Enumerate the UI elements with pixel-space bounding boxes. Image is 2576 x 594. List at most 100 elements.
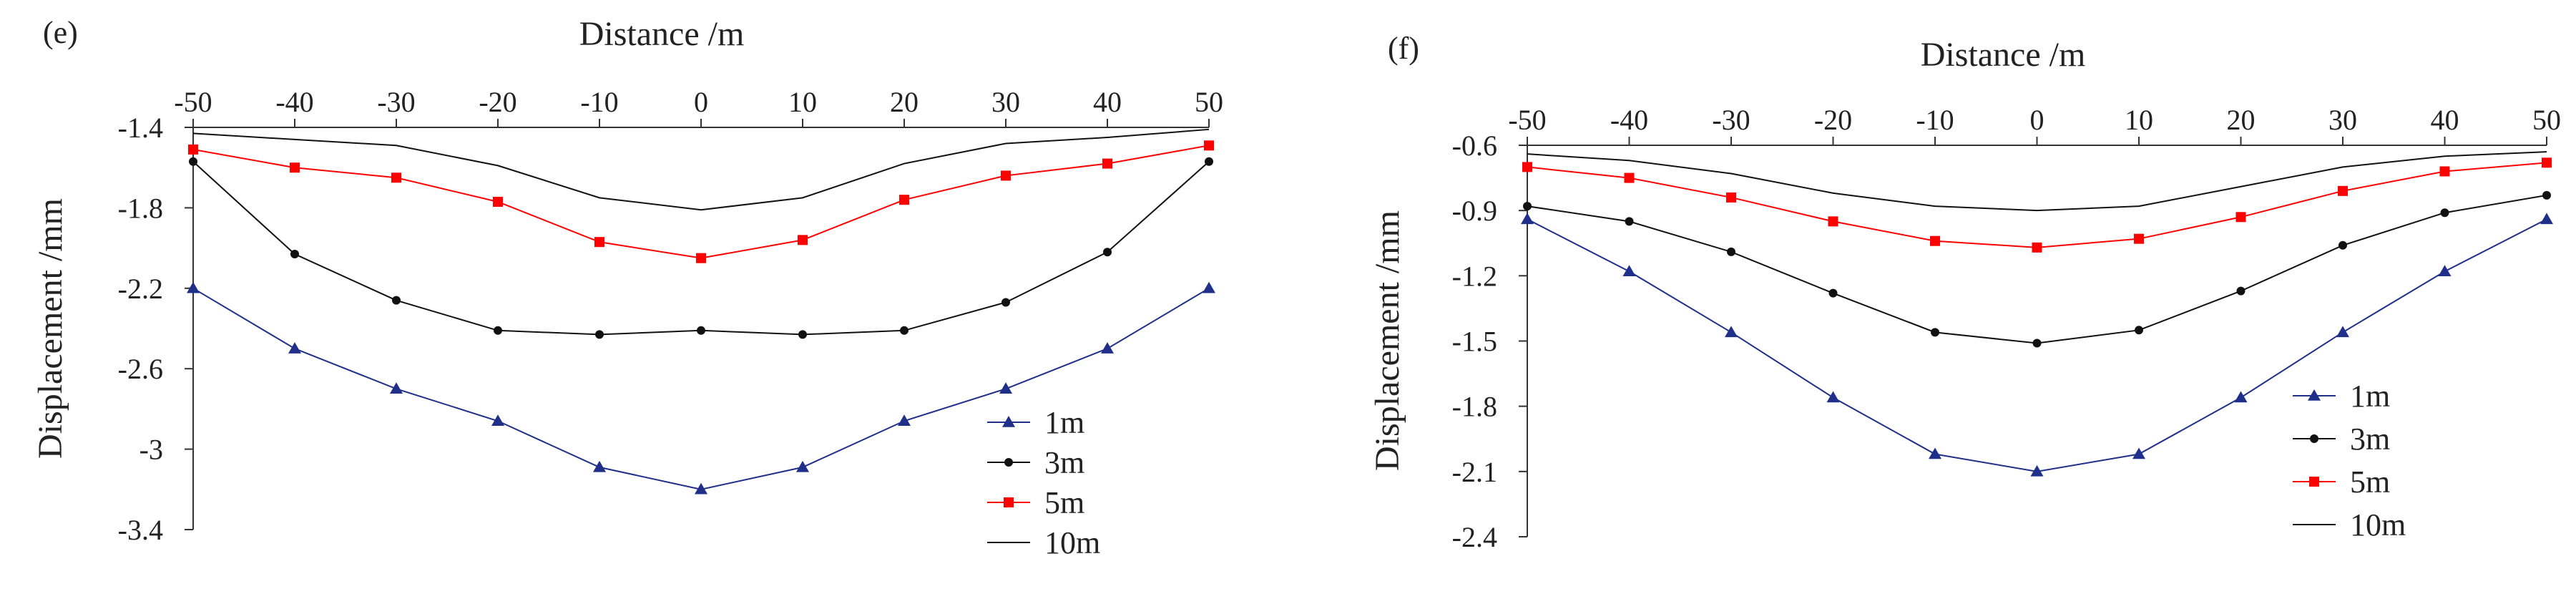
data-point-1m (2438, 265, 2452, 277)
legend-label: 10m (1044, 525, 1100, 560)
data-point-1m (1622, 265, 1636, 277)
data-point-1m (2540, 213, 2553, 225)
chart-panel-f: (f) Distance /m Displacement /mm -50 -40 -… (1368, 31, 2561, 553)
x-tick-label: -30 (377, 86, 415, 118)
data-point-5m (188, 144, 198, 155)
data-point-5m (1204, 140, 1214, 151)
x-tick-label: -10 (580, 86, 618, 118)
data-point-5m (1522, 162, 1532, 172)
x-tick-label: -20 (479, 86, 516, 118)
y-tick-label: -2.6 (118, 353, 163, 385)
data-point-5m (391, 172, 401, 183)
data-point-3m (1205, 157, 1213, 166)
chart-panel-e: (e) Distance /m Displacement /mm -50 -40 -… (31, 15, 1223, 560)
data-point-3m (1625, 217, 1634, 226)
data-point-5m (1828, 216, 1838, 227)
x-tick-label: -50 (1508, 104, 1546, 136)
panel-label: (f) (1388, 31, 1419, 66)
x-tick-label: 10 (2125, 104, 2153, 136)
series-line-3m (192, 161, 1210, 336)
data-point-1m (1521, 213, 1534, 225)
data-point-1m (390, 382, 403, 394)
data-point-3m (900, 326, 909, 335)
data-point-5m (493, 196, 503, 207)
data-point-5m (1726, 192, 1736, 203)
x-axis-title: Distance /m (579, 15, 745, 53)
x-tick-label: -30 (1712, 104, 1750, 136)
data-point-3m (1931, 328, 1939, 337)
data-point-5m (594, 237, 604, 248)
data-point-5m (798, 235, 808, 245)
data-point-3m (1001, 298, 1010, 307)
x-tick-label: -10 (1916, 104, 1954, 136)
legend-label: 1m (1044, 405, 1084, 440)
data-point-3m (1103, 248, 1112, 257)
data-point-3m (697, 326, 705, 335)
data-point-3m (189, 157, 197, 166)
legend-marker-5m (1004, 497, 1014, 507)
data-point-3m (2339, 240, 2347, 250)
series-line-3m (1527, 194, 2547, 344)
y-tick-label: -1.2 (1452, 260, 1497, 292)
y-axis-title: Displacement /mm (1368, 210, 1406, 471)
legend-marker-1m (1002, 416, 1015, 427)
data-point-1m (2030, 464, 2044, 477)
data-point-5m (1001, 170, 1011, 181)
data-point-1m (187, 281, 200, 293)
legend-label: 3m (1044, 445, 1084, 480)
y-tick-label: -1.4 (118, 112, 163, 144)
data-point-3m (798, 330, 807, 339)
data-point-3m (2236, 286, 2246, 296)
data-point-1m (2132, 447, 2145, 459)
data-point-3m (2135, 326, 2143, 335)
y-tick-label: -2.1 (1452, 456, 1497, 488)
x-tick-label: 20 (2227, 104, 2256, 136)
data-point-5m (2542, 157, 2552, 168)
x-axis-title: Distance /m (1921, 36, 2086, 74)
data-point-3m (2440, 208, 2449, 218)
data-point-1m (1101, 342, 1114, 354)
data-point-3m (290, 250, 299, 259)
x-tick-label: -40 (275, 86, 313, 118)
data-point-1m (2336, 326, 2349, 338)
x-tick-label: 50 (1195, 86, 1223, 118)
legend-label: 1m (2350, 379, 2390, 414)
x-tick-label: 20 (890, 86, 919, 118)
series-line-5m (1527, 162, 2547, 248)
data-point-1m (999, 382, 1012, 394)
x-tick-label: -50 (174, 86, 212, 118)
series-line-10m (1527, 151, 2547, 212)
x-tick-label: 40 (1093, 86, 1122, 118)
data-point-5m (2439, 166, 2450, 177)
y-tick-label: -1.8 (118, 192, 163, 224)
series-line-10m (192, 128, 1210, 211)
x-tick-label: 0 (694, 86, 708, 118)
legend-marker-5m (2309, 477, 2319, 487)
x-tick-label: -40 (1610, 104, 1648, 136)
data-point-5m (1102, 158, 1112, 169)
panel-label: (e) (43, 15, 78, 50)
data-point-3m (595, 330, 604, 339)
legend-label: 5m (1044, 485, 1084, 520)
data-point-5m (2338, 185, 2348, 196)
data-point-3m (1828, 288, 1838, 298)
legend-label: 5m (2350, 464, 2390, 500)
data-point-1m (1929, 447, 1941, 459)
data-point-5m (899, 195, 909, 205)
data-point-1m (2234, 391, 2248, 403)
series-line-5m (192, 145, 1210, 259)
data-point-5m (2134, 233, 2144, 244)
y-axis-title: Displacement /mm (31, 198, 69, 459)
data-point-1m (695, 482, 707, 495)
data-point-5m (1930, 235, 1940, 246)
data-point-1m (1203, 281, 1215, 293)
data-point-1m (898, 414, 911, 427)
legend-marker-3m (1004, 458, 1013, 467)
y-tick-label: -1.8 (1452, 391, 1497, 423)
data-point-1m (796, 460, 809, 472)
data-point-1m (1826, 391, 1840, 403)
y-tick-label: -1.5 (1452, 326, 1497, 358)
data-point-3m (392, 296, 401, 305)
x-tick-label: 30 (991, 86, 1020, 118)
